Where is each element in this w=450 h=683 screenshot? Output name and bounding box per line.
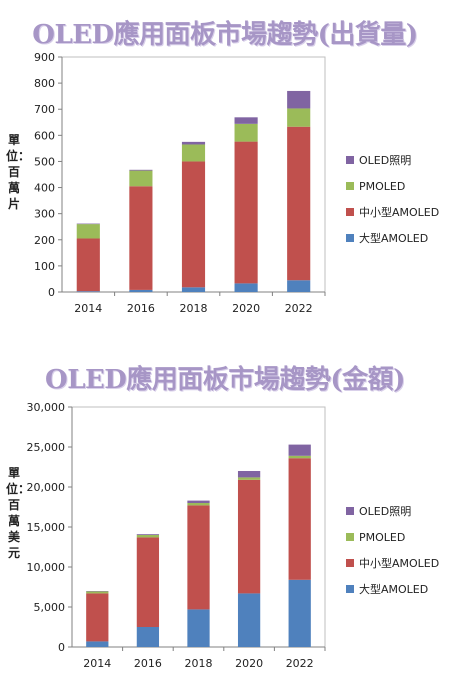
y-tick-label: 0 [48, 286, 55, 299]
y-tick-label: 600 [34, 129, 55, 142]
y-tick-label: 20,000 [27, 481, 66, 494]
x-tick-label: 2022 [285, 302, 313, 315]
bar-segment [136, 627, 160, 647]
legend-item: OLED照明 [346, 498, 450, 524]
legend-item: 中小型AMOLED [346, 550, 450, 576]
bar-segment [237, 479, 261, 594]
y-tick-label: 200 [34, 234, 55, 247]
bar-segment [234, 141, 258, 284]
bar-segment [234, 117, 258, 124]
legend-swatch [346, 208, 354, 216]
y-tick-label: 0 [58, 641, 65, 654]
bar-segment [288, 458, 311, 580]
legend-swatch [346, 156, 354, 164]
bar-segment [129, 289, 153, 292]
x-tick-label: 2014 [74, 302, 102, 315]
bar-segment [76, 238, 100, 292]
bar-segment [288, 579, 311, 647]
legend-label: PMOLED [359, 179, 406, 193]
legend-swatch [346, 585, 354, 593]
legend-swatch [346, 182, 354, 190]
legend-item: OLED照明 [346, 147, 450, 173]
bar-segment [237, 477, 261, 480]
bar-segment [136, 535, 160, 538]
bar-segment [237, 471, 261, 478]
x-tick-label: 2014 [83, 657, 111, 670]
legend-item: 大型AMOLED [346, 576, 450, 602]
y-tick-label: 5,000 [34, 601, 66, 614]
chart-panel-shipments: OLED應用面板市場趨勢(出貨量) 單位：百萬片 0 100 200 300 400 50… [0, 0, 450, 340]
bar-segment [187, 505, 210, 610]
bar-segment [181, 141, 206, 145]
bar-segment [234, 123, 258, 142]
legend-label: 大型AMOLED [359, 583, 429, 596]
x-tick-label: 2018 [185, 657, 213, 670]
bar-segment [129, 170, 153, 187]
x-tick-label: 2016 [127, 302, 155, 315]
legend-label: OLED照明 [359, 154, 412, 167]
legend-label: PMOLED [359, 530, 406, 544]
x-tick-label: 2022 [286, 657, 314, 670]
legend-swatch [346, 559, 354, 567]
y-tick-label: 15,000 [27, 521, 66, 534]
bar-segment [86, 591, 109, 594]
bar-segment [129, 186, 153, 290]
legend-label: 中小型AMOLED [359, 206, 440, 219]
legend-item: PMOLED [346, 524, 450, 550]
y-tick-label: 30,000 [27, 401, 66, 414]
x-tick-label: 2020 [232, 302, 260, 315]
bar-segment [181, 144, 206, 162]
bar-segment [136, 537, 160, 627]
y-tick-label: 900 [34, 51, 55, 64]
x-tick-label: 2016 [134, 657, 162, 670]
chart-title: OLED應用面板市場趨勢(出貨量) [32, 20, 418, 50]
bar-segment [287, 280, 311, 292]
legend-item: PMOLED [346, 173, 450, 199]
bar-segment [181, 287, 206, 292]
bar-segment [86, 641, 109, 647]
legend-swatch [346, 533, 354, 541]
bar-segment [234, 283, 258, 292]
bar-segment [187, 503, 210, 506]
bar-segment [288, 444, 311, 456]
chart-panel-revenue: OLED應用面板市場趨勢(金額) 單位：百萬美元 0 5,000 10,000 15,… [0, 345, 450, 683]
bar-segment [287, 108, 311, 127]
bar-segment [181, 161, 206, 288]
bar-segment [76, 223, 100, 225]
legend-label: 中小型AMOLED [359, 557, 440, 570]
y-tick-label: 800 [34, 77, 55, 90]
bar-segment [86, 593, 109, 642]
y-tick-label: 10,000 [27, 561, 66, 574]
bar-segment [76, 224, 100, 239]
chart-plot: 0 5,000 10,000 15,000 20,000 25,000 30,000 2014… [27, 401, 326, 670]
y-tick-label: 400 [34, 182, 55, 195]
y-tick-label: 100 [34, 260, 55, 273]
legend-swatch [346, 507, 354, 515]
x-tick-label: 2018 [180, 302, 208, 315]
legend: OLED照明 PMOLED 中小型AMOLED 大型AMOLED [346, 498, 450, 602]
bar-segment [76, 291, 100, 292]
bar-segment [287, 90, 311, 109]
y-tick-label: 700 [34, 103, 55, 116]
y-tick-label: 300 [34, 208, 55, 221]
chart-plot: 0 100 200 300 400 500 600 700 800 900 2014 2016 2018… [34, 51, 326, 315]
bar-segment [187, 609, 210, 647]
legend-item: 大型AMOLED [346, 225, 450, 251]
bar-segment [187, 500, 210, 503]
bar-segment [129, 169, 153, 171]
bar-segment [288, 455, 311, 459]
chart-title: OLED應用面板市場趨勢(金額) [45, 365, 405, 395]
bar-segment [237, 593, 261, 647]
legend-swatch [346, 234, 354, 242]
legend: OLED照明 PMOLED 中小型AMOLED 大型AMOLED [346, 147, 450, 251]
bar-segment [136, 534, 160, 535]
bar-segment [287, 126, 311, 281]
y-tick-label: 25,000 [27, 441, 66, 454]
x-tick-label: 2020 [235, 657, 263, 670]
y-tick-label: 500 [34, 155, 55, 168]
legend-item: 中小型AMOLED [346, 199, 450, 225]
legend-label: OLED照明 [359, 505, 412, 518]
legend-label: 大型AMOLED [359, 232, 429, 245]
